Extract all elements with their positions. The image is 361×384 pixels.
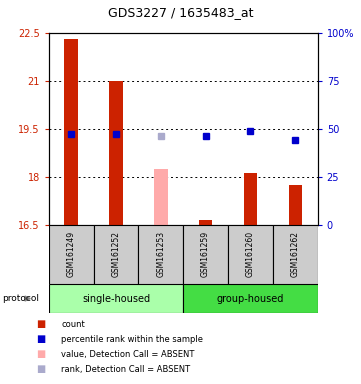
Text: GSM161249: GSM161249 (67, 231, 76, 278)
Text: count: count (61, 320, 85, 329)
Text: ■: ■ (36, 334, 45, 344)
Bar (49, 225, 93, 284)
Bar (199, 220, 212, 225)
Text: protocol: protocol (2, 294, 39, 303)
Text: percentile rank within the sample: percentile rank within the sample (61, 335, 203, 344)
Bar (64, 39, 78, 225)
Text: ■: ■ (36, 349, 45, 359)
Bar (183, 284, 318, 313)
Bar (183, 225, 228, 284)
Text: group-housed: group-housed (217, 293, 284, 304)
Bar (49, 284, 183, 313)
Text: ■: ■ (36, 319, 45, 329)
Text: GSM161260: GSM161260 (246, 231, 255, 278)
Bar (109, 81, 123, 225)
Text: value, Detection Call = ABSENT: value, Detection Call = ABSENT (61, 350, 195, 359)
Text: GSM161259: GSM161259 (201, 231, 210, 278)
Text: GSM161262: GSM161262 (291, 232, 300, 277)
Bar (288, 185, 302, 225)
Bar (138, 225, 183, 284)
Text: ■: ■ (36, 364, 45, 374)
Text: GSM161253: GSM161253 (156, 231, 165, 278)
Bar (273, 225, 318, 284)
Text: GSM161252: GSM161252 (112, 232, 121, 277)
Bar (93, 225, 138, 284)
Bar (154, 169, 168, 225)
Text: GDS3227 / 1635483_at: GDS3227 / 1635483_at (108, 6, 253, 19)
Text: single-housed: single-housed (82, 293, 150, 304)
Text: rank, Detection Call = ABSENT: rank, Detection Call = ABSENT (61, 364, 191, 374)
Bar (244, 174, 257, 225)
Bar (228, 225, 273, 284)
